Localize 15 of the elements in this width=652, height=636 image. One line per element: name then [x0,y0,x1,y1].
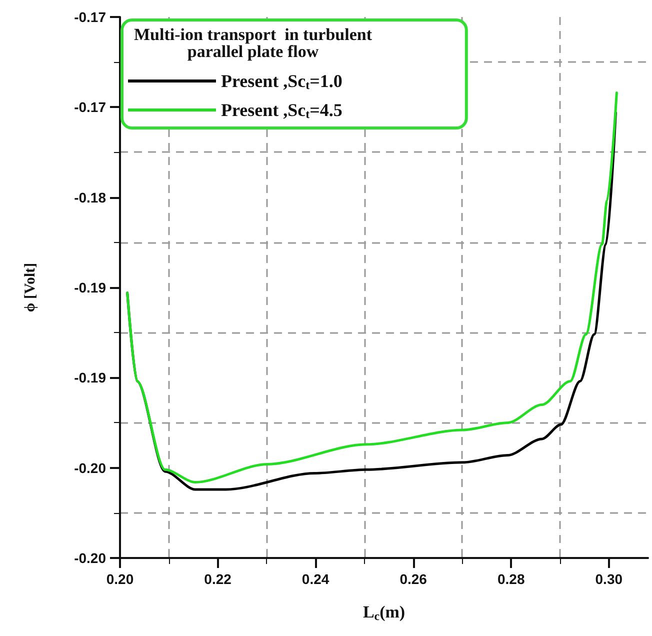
x-tick-label: 0.20 [106,571,134,587]
y-axis-title: ϕ [Volt] [22,262,38,312]
y-tick-label: -0.17 [74,99,106,116]
x-tick-label: 0.30 [595,571,623,587]
y-tick-label: -0.19 [74,280,106,296]
x-tick-label: 0.28 [497,571,525,587]
y-tick-label: -0.17 [74,9,106,25]
y-tick-label: -0.20 [74,460,106,476]
x-tick-label: 0.22 [204,571,232,587]
x-tick-label: 0.26 [400,571,428,587]
y-tick-label: -0.20 [74,550,106,566]
y-tick-label: -0.18 [74,189,106,206]
y-tick-label: -0.19 [74,370,106,386]
legend-title: Multi-ion transport in turbulent parallel plate flow [134,25,372,61]
x-tick-label: 0.24 [302,571,330,587]
